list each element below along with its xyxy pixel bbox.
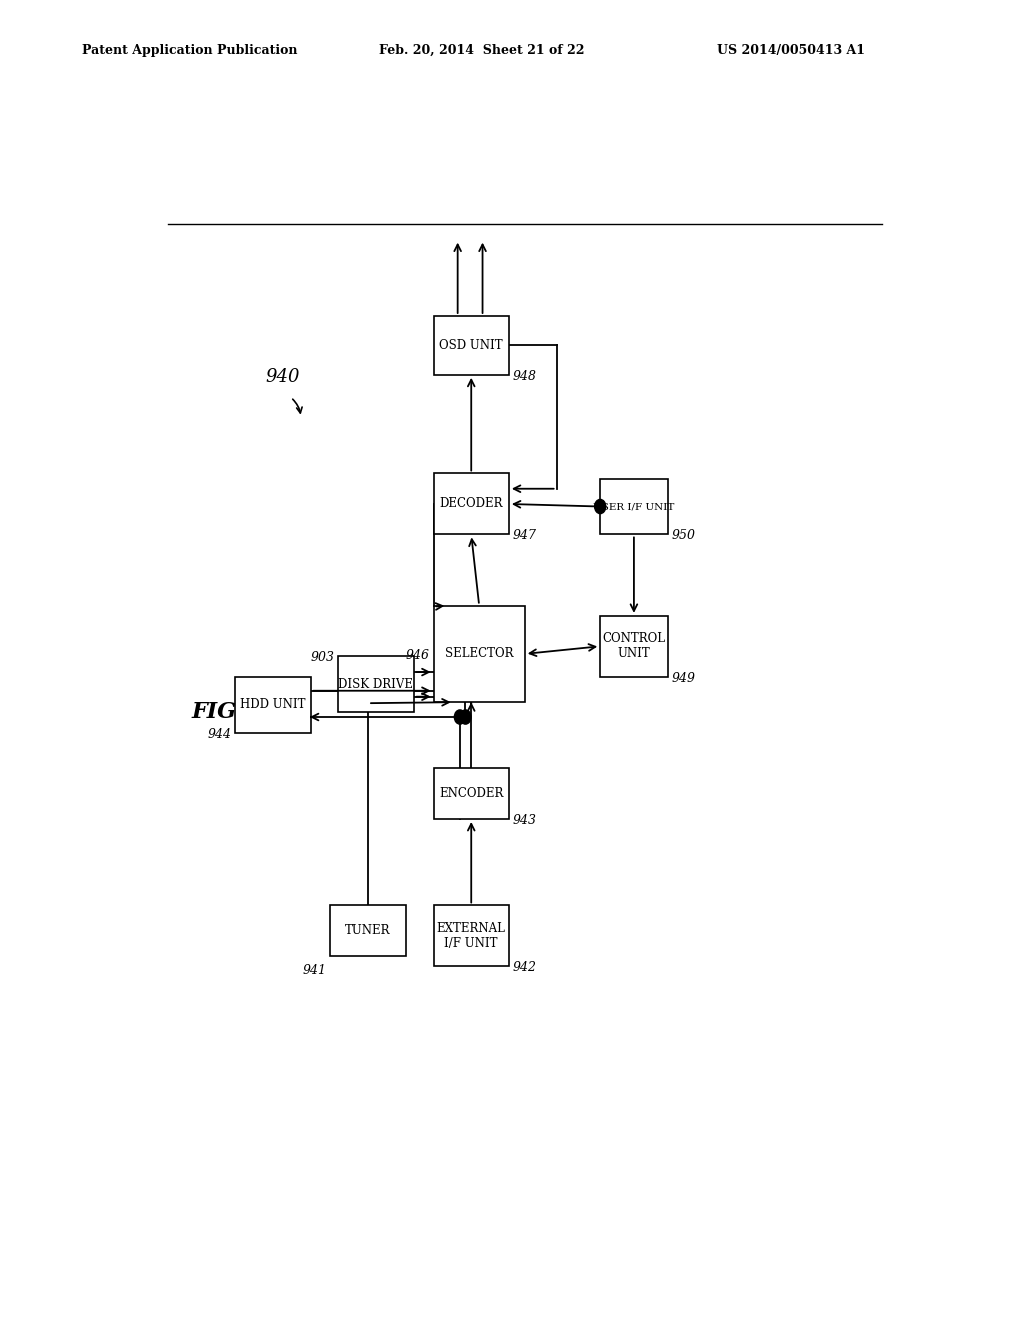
Text: 940: 940 xyxy=(265,368,300,385)
Bar xyxy=(433,474,509,535)
Text: US 2014/0050413 A1: US 2014/0050413 A1 xyxy=(717,44,865,57)
Text: 947: 947 xyxy=(513,529,537,543)
Text: HDD UNIT: HDD UNIT xyxy=(240,698,305,711)
Text: 950: 950 xyxy=(672,529,695,543)
Text: SELECTOR: SELECTOR xyxy=(444,647,513,660)
Circle shape xyxy=(460,710,471,725)
Text: 903: 903 xyxy=(310,651,334,664)
Text: FIG. 24: FIG. 24 xyxy=(191,701,283,723)
Text: 941: 941 xyxy=(302,965,327,977)
Text: 948: 948 xyxy=(513,370,537,383)
Text: 942: 942 xyxy=(513,961,537,974)
Text: 946: 946 xyxy=(406,649,430,663)
Text: TUNER: TUNER xyxy=(345,924,391,937)
Bar xyxy=(433,606,524,702)
Bar xyxy=(600,615,668,677)
Text: DISK DRIVE: DISK DRIVE xyxy=(339,678,414,690)
Bar xyxy=(433,768,509,818)
Circle shape xyxy=(595,499,606,513)
Text: USER I/F UNIT: USER I/F UNIT xyxy=(593,502,675,511)
Bar xyxy=(433,906,509,966)
Bar xyxy=(600,479,668,535)
Text: Patent Application Publication: Patent Application Publication xyxy=(82,44,297,57)
Text: DECODER: DECODER xyxy=(439,498,503,511)
Text: 949: 949 xyxy=(672,672,695,685)
Text: EXTERNAL
I/F UNIT: EXTERNAL I/F UNIT xyxy=(437,921,506,950)
Bar xyxy=(236,677,310,733)
Circle shape xyxy=(455,710,466,725)
Text: CONTROL
UNIT: CONTROL UNIT xyxy=(602,632,666,660)
Bar xyxy=(433,315,509,375)
Bar xyxy=(331,906,406,956)
Bar xyxy=(338,656,414,713)
Text: 943: 943 xyxy=(513,814,537,826)
Text: ENCODER: ENCODER xyxy=(439,787,504,800)
Text: 944: 944 xyxy=(207,727,231,741)
Text: Feb. 20, 2014  Sheet 21 of 22: Feb. 20, 2014 Sheet 21 of 22 xyxy=(379,44,585,57)
Text: OSD UNIT: OSD UNIT xyxy=(439,339,503,352)
